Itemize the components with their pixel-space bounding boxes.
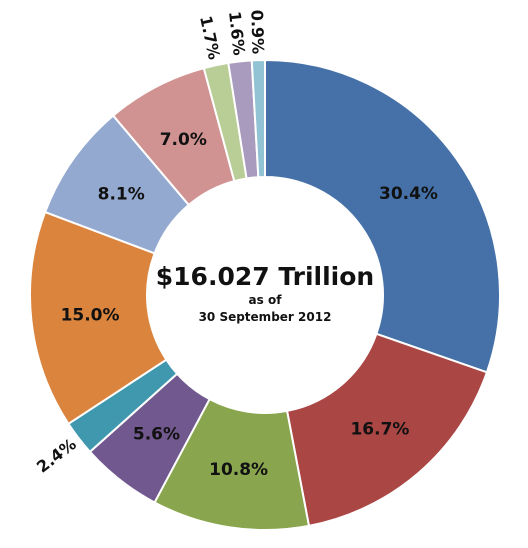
donut-hole (147, 177, 383, 413)
center-title: $16.027 Trillion (156, 262, 374, 291)
slice-label: 15.0% (61, 305, 120, 325)
slice-label: 16.7% (350, 419, 409, 439)
slice-label: 30.4% (379, 184, 438, 204)
slice-label: 1.7% (196, 14, 224, 61)
slice-label: 7.0% (160, 130, 207, 150)
labels-group: 30.4% 16.7% 10.8% 5.6% 2.4% 15.0% 8.1% 7.0% 1.7%… (33, 9, 438, 480)
slice-label: 2.4% (33, 434, 80, 476)
slice-label: 0.9% (247, 9, 267, 54)
center-subtitle-line2: 30 September 2012 (199, 310, 332, 324)
center-subtitle-line1: as of (249, 293, 283, 307)
slice-label: 8.1% (98, 185, 145, 205)
slice-label: 1.6% (225, 10, 249, 56)
slices-group (29, 58, 501, 531)
slice-label: 5.6% (133, 425, 180, 445)
slice-label: 10.8% (209, 460, 268, 480)
